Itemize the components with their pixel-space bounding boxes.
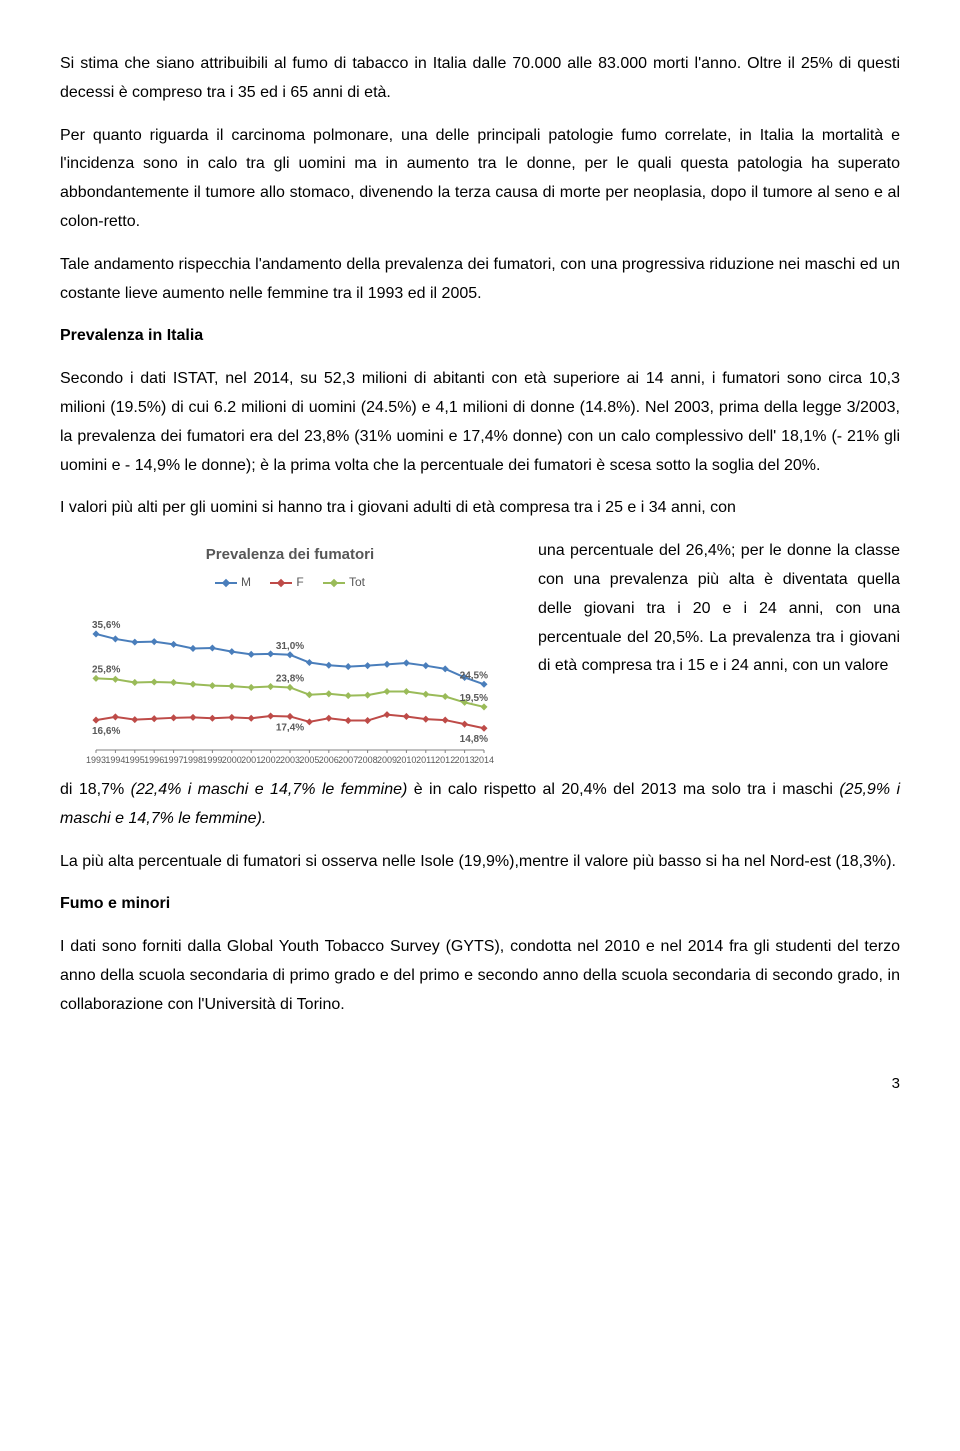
section-title-prevalenza: Prevalenza in Italia: [60, 322, 900, 351]
svg-text:25,8%: 25,8%: [92, 664, 120, 675]
svg-text:2013: 2013: [455, 755, 475, 765]
svg-text:1997: 1997: [164, 755, 184, 765]
svg-text:2011: 2011: [416, 755, 435, 765]
legend-m-marker: [215, 582, 237, 584]
paragraph-3: Tale andamento rispecchia l'andamento de…: [60, 251, 900, 309]
legend-tot-label: Tot: [349, 572, 365, 594]
legend-tot: Tot: [323, 572, 365, 594]
paragraph-4: Secondo i dati ISTAT, nel 2014, su 52,3 …: [60, 365, 900, 480]
svg-text:2008: 2008: [358, 755, 378, 765]
svg-text:24,5%: 24,5%: [460, 670, 488, 681]
svg-text:31,0%: 31,0%: [276, 641, 304, 652]
legend-f-label: F: [296, 572, 303, 594]
svg-text:2006: 2006: [319, 755, 339, 765]
svg-text:2010: 2010: [396, 755, 416, 765]
svg-text:1999: 1999: [202, 755, 222, 765]
paragraph-5-tail: di 18,7% (22,4% i maschi e 14,7% le femm…: [60, 776, 900, 834]
svg-text:14,8%: 14,8%: [460, 734, 488, 745]
legend-m-label: M: [241, 572, 251, 594]
chart-title: Prevalenza dei fumatori: [60, 541, 520, 568]
paragraph-6: La più alta percentuale di fumatori si o…: [60, 848, 900, 877]
paragraph-5-wrap-text: una percentuale del 26,4%; per le donne …: [538, 542, 900, 674]
svg-text:2003: 2003: [280, 755, 300, 765]
svg-text:2012: 2012: [435, 755, 455, 765]
chart-svg: 1993199419951996199719981999200020012002…: [60, 600, 520, 770]
paragraph-1: Si stima che siano attribuibili al fumo …: [60, 50, 900, 108]
legend-m: M: [215, 572, 251, 594]
svg-text:2002: 2002: [261, 755, 281, 765]
svg-text:2007: 2007: [338, 755, 358, 765]
p5-tail-a: di 18,7%: [60, 781, 131, 798]
svg-text:1995: 1995: [125, 755, 145, 765]
svg-text:1994: 1994: [105, 755, 125, 765]
section-title-minori: Fumo e minori: [60, 890, 900, 919]
paragraph-7: I dati sono forniti dalla Global Youth T…: [60, 933, 900, 1019]
paragraph-2: Per quanto riguarda il carcinoma polmona…: [60, 122, 900, 237]
svg-text:16,6%: 16,6%: [92, 726, 120, 737]
svg-text:2001: 2001: [241, 755, 261, 765]
legend-f: F: [270, 572, 303, 594]
svg-text:1993: 1993: [86, 755, 106, 765]
svg-text:35,6%: 35,6%: [92, 620, 120, 631]
svg-text:1998: 1998: [183, 755, 203, 765]
page-number: 3: [60, 1070, 900, 1097]
paragraph-5: I valori più alti per gli uomini si hann…: [60, 494, 900, 523]
legend-tot-marker: [323, 582, 345, 584]
svg-text:2009: 2009: [377, 755, 397, 765]
svg-text:23,8%: 23,8%: [276, 673, 304, 684]
svg-text:2014: 2014: [474, 755, 494, 765]
prevalence-chart: Prevalenza dei fumatori M F Tot 19931994…: [60, 541, 520, 770]
svg-text:2005: 2005: [299, 755, 319, 765]
p5-tail-b: (22,4% i maschi e 14,7% le femmine): [131, 781, 408, 798]
chart-legend: M F Tot: [60, 570, 520, 594]
svg-text:19,5%: 19,5%: [460, 693, 488, 704]
p5-tail-c: è in calo rispetto al 20,4% del 2013 ma …: [407, 781, 839, 798]
svg-text:1996: 1996: [144, 755, 164, 765]
paragraph-5-lead: I valori più alti per gli uomini si hann…: [60, 499, 736, 516]
legend-f-marker: [270, 582, 292, 584]
svg-text:2000: 2000: [222, 755, 242, 765]
svg-text:17,4%: 17,4%: [276, 722, 304, 733]
